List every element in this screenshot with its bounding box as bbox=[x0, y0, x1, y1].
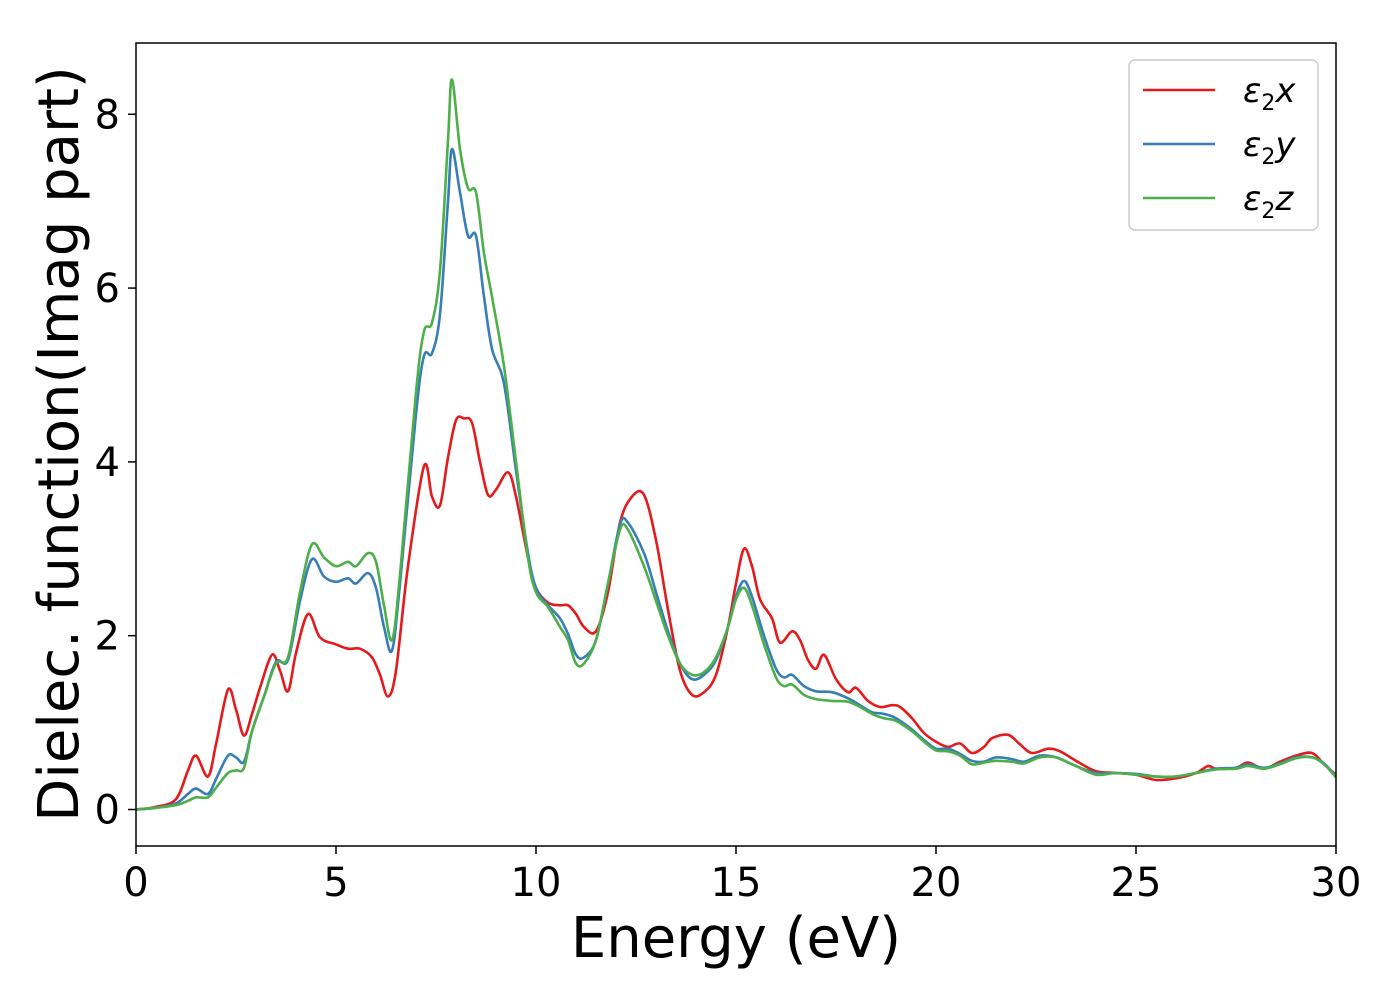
y-tick-label: 8 bbox=[95, 92, 120, 138]
legend-symbol: ε bbox=[1243, 71, 1261, 111]
legend-subscript: 2 bbox=[1261, 199, 1275, 224]
y-axis: 0 2 4 6 8 bbox=[95, 92, 136, 834]
legend-label-x: ε2x bbox=[1243, 71, 1296, 116]
x-tick-label: 30 bbox=[1311, 860, 1362, 906]
legend-symbol: ε bbox=[1243, 125, 1261, 165]
legend-axis: z bbox=[1274, 179, 1294, 219]
legend-label-y: ε2y bbox=[1243, 125, 1296, 170]
x-tick-label: 0 bbox=[123, 860, 148, 906]
x-axis: 0 5 10 15 20 25 30 bbox=[123, 846, 1361, 906]
x-tick-label: 25 bbox=[1111, 860, 1162, 906]
legend-subscript: 2 bbox=[1261, 91, 1275, 116]
legend-symbol: ε bbox=[1243, 179, 1261, 219]
legend-box bbox=[1128, 59, 1319, 231]
y-tick-label: 6 bbox=[95, 266, 120, 312]
y-axis-title: Dielec. function(Imag part) bbox=[27, 66, 92, 822]
y-tick-label: 0 bbox=[95, 788, 120, 834]
legend-label-z: ε2z bbox=[1243, 179, 1294, 224]
y-tick-label: 4 bbox=[95, 440, 120, 486]
series-line-z bbox=[136, 78, 1336, 811]
series-layer bbox=[136, 78, 1336, 811]
legend-axis: x bbox=[1274, 71, 1296, 111]
y-tick-label: 2 bbox=[95, 614, 120, 660]
x-tick-label: 15 bbox=[711, 860, 762, 906]
legend-subscript: 2 bbox=[1261, 145, 1275, 170]
x-tick-label: 5 bbox=[323, 860, 348, 906]
x-axis-title: Energy (eV) bbox=[571, 906, 901, 971]
legend-axis: y bbox=[1274, 125, 1296, 165]
x-tick-label: 20 bbox=[911, 860, 962, 906]
series-line-y bbox=[136, 147, 1336, 811]
x-tick-label: 10 bbox=[511, 860, 562, 906]
